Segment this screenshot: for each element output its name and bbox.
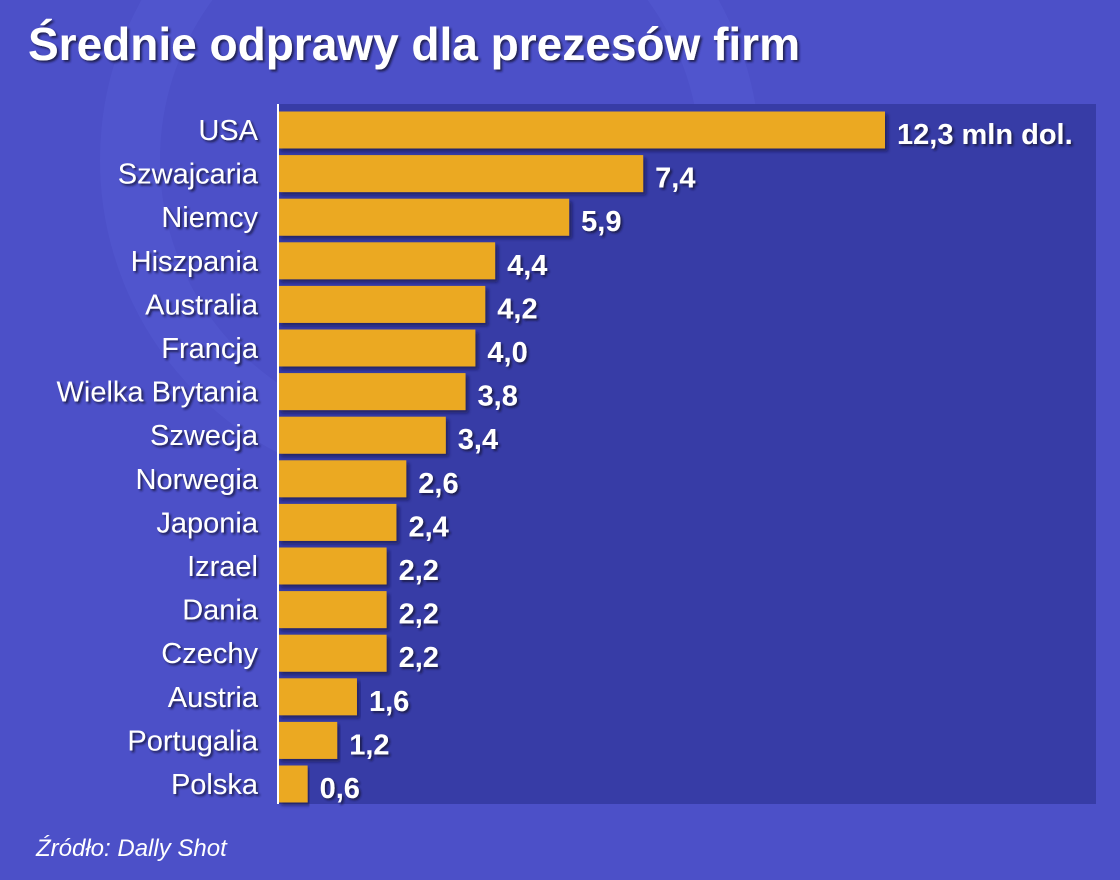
value-label-13: 1,6	[369, 686, 409, 718]
category-label-5: Francja	[161, 333, 259, 365]
value-label-14: 1,2	[349, 729, 389, 761]
source-note: Źródło: Dally Shot	[35, 835, 228, 862]
category-label-6: Wielka Brytania	[57, 377, 259, 409]
value-labels: 12,3 mln dol. 7,4 5,9 4,4 4,2 4,0 3,8 3,42,6 2,4…	[320, 119, 1073, 805]
category-label-4: Australia	[145, 289, 259, 321]
value-label-15: 0,6	[320, 773, 360, 805]
category-label-7: Szwecja	[150, 420, 259, 452]
value-label-4: 4,2	[497, 293, 537, 325]
bar-2	[278, 198, 570, 236]
category-label-8: Norwegia	[136, 464, 259, 496]
bar-14	[278, 721, 338, 759]
bar-3	[278, 242, 496, 280]
category-label-12: Czechy	[161, 638, 258, 670]
value-label-12: 2,2	[399, 642, 439, 674]
value-label-2: 5,9	[581, 206, 621, 238]
bar-4	[278, 285, 486, 323]
value-label-0: 12,3 mln dol.	[897, 119, 1073, 151]
value-label-7: 3,4	[458, 424, 498, 456]
bar-10	[278, 547, 387, 585]
bar-1	[278, 155, 644, 193]
category-labels: USA Szwajcaria Niemcy Hiszpania Australia Fra…	[57, 115, 259, 801]
value-label-1: 7,4	[655, 163, 695, 195]
category-label-13: Austria	[168, 682, 259, 714]
category-label-3: Hiszpania	[131, 246, 259, 278]
value-label-6: 3,8	[478, 381, 518, 413]
value-label-3: 4,4	[507, 250, 547, 282]
category-label-11: Dania	[182, 595, 259, 627]
bar-12	[278, 634, 387, 672]
bar-15	[278, 765, 308, 803]
category-label-2: Niemcy	[161, 202, 258, 234]
value-label-11: 2,2	[399, 599, 439, 631]
category-label-0: USA	[198, 115, 258, 147]
value-label-8: 2,6	[418, 468, 458, 500]
category-label-15: Polska	[171, 769, 259, 801]
category-label-14: Portugalia	[127, 725, 258, 757]
category-label-1: Szwajcaria	[118, 159, 259, 191]
bars-layer	[278, 111, 885, 803]
value-label-5: 4,0	[487, 337, 527, 369]
bar-5	[278, 329, 476, 367]
category-label-10: Izrael	[187, 551, 258, 583]
bar-6	[278, 373, 466, 411]
bar-11	[278, 591, 387, 629]
bar-8	[278, 460, 407, 498]
bar-0	[278, 111, 885, 149]
chart-title: Średnie odprawy dla prezesów firm	[28, 18, 800, 70]
bar-9	[278, 503, 397, 541]
value-label-10: 2,2	[399, 555, 439, 587]
category-label-9: Japonia	[156, 507, 258, 539]
bar-13	[278, 678, 357, 716]
bar-7	[278, 416, 446, 454]
value-label-9: 2,4	[408, 511, 448, 543]
